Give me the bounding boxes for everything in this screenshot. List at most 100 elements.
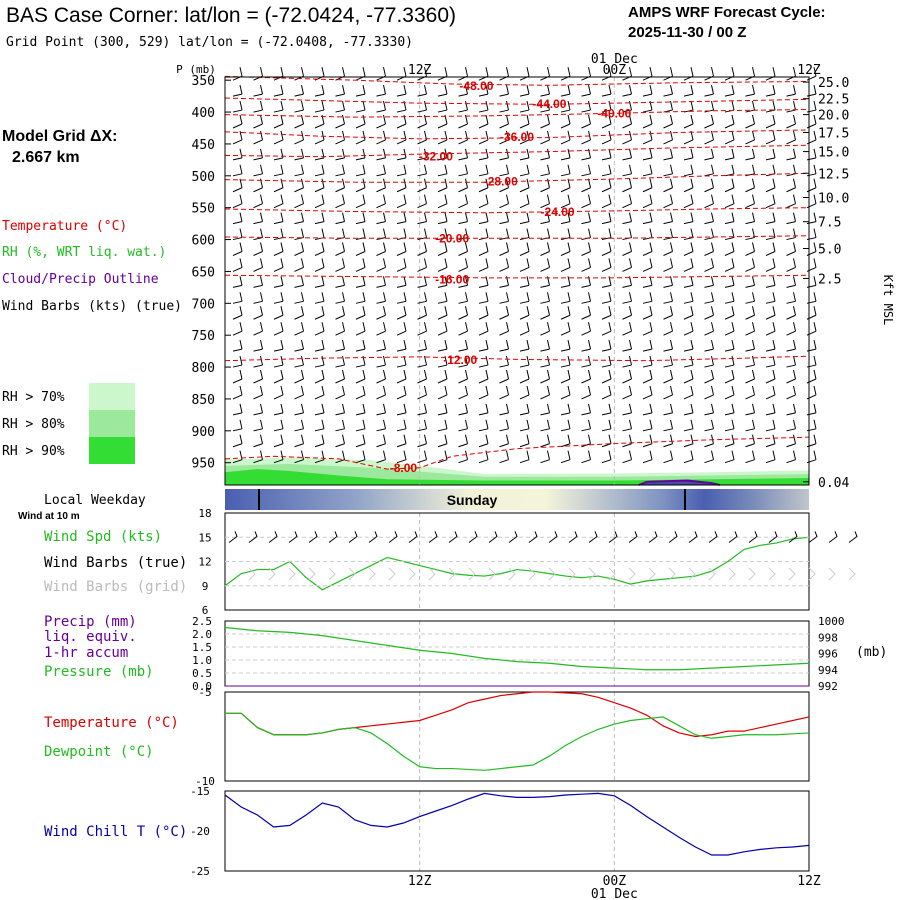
wind-barb xyxy=(540,419,550,432)
top-time-tick: 12Z xyxy=(797,63,821,78)
xsec-y-title: P (mb) xyxy=(176,63,216,76)
temp-y-tick: -10 xyxy=(195,775,215,788)
wind-barb xyxy=(355,178,366,193)
wind-barb xyxy=(704,276,714,288)
wind-barb xyxy=(499,178,509,193)
wind-barb xyxy=(437,100,448,113)
wind-barb xyxy=(560,67,571,81)
wind-barb xyxy=(540,67,550,81)
wind-barb xyxy=(642,355,653,368)
wind-barb xyxy=(519,242,530,256)
sfc-wind-barb-true xyxy=(668,531,678,543)
wind-barb xyxy=(724,403,735,416)
wind-barb xyxy=(253,114,263,129)
wind-barb xyxy=(437,67,448,81)
wind-barb xyxy=(519,292,530,304)
wind-barb xyxy=(335,276,345,288)
wind-barb xyxy=(478,148,489,161)
wind-barb xyxy=(335,242,345,256)
wind-barb xyxy=(478,258,489,272)
wind-barb xyxy=(786,178,796,193)
wind-barb xyxy=(601,340,612,352)
wind-barb xyxy=(663,194,673,209)
wind-barb xyxy=(622,419,632,432)
wind-barb xyxy=(786,228,796,241)
wind-barb xyxy=(765,194,776,209)
wind-barb xyxy=(622,385,632,400)
temp-panel-frame xyxy=(224,691,810,782)
wind-barb xyxy=(253,67,263,81)
local-weekday-label: Local Weekday xyxy=(44,493,146,508)
wind-barb xyxy=(540,306,550,320)
wind-barb xyxy=(683,369,694,384)
wind-barb xyxy=(806,340,817,352)
wind-barb xyxy=(417,419,427,432)
wind-barb xyxy=(335,403,345,416)
wind-barb xyxy=(314,276,325,288)
sfc-wind-barb-true xyxy=(828,531,838,543)
wind-barb xyxy=(376,385,386,400)
wind-barb xyxy=(437,385,448,400)
wind-barb xyxy=(499,385,509,400)
windchill-panel-frame xyxy=(224,790,810,872)
wind-barb xyxy=(786,85,796,97)
wind-barb xyxy=(478,340,489,352)
sfc-wind-barb-true xyxy=(228,531,238,543)
wind-barb xyxy=(560,114,571,129)
wind-barb xyxy=(355,100,366,113)
height-tick: 7.5 xyxy=(818,216,841,231)
wind-barb xyxy=(663,276,673,288)
wind-barb xyxy=(314,148,325,161)
wind-barb xyxy=(376,100,386,113)
wind-barb xyxy=(417,242,427,256)
wind-barb xyxy=(376,340,386,352)
sfc-wind-barb-true xyxy=(468,531,478,543)
wind-barb xyxy=(437,403,448,416)
wind-barb xyxy=(396,434,407,448)
wind-barb xyxy=(581,322,591,336)
wind-barb xyxy=(519,355,530,368)
height-tick: 22.5 xyxy=(818,93,849,108)
wind-barb xyxy=(294,148,304,161)
wind-barb xyxy=(253,258,263,272)
wind-barb xyxy=(437,292,448,304)
wind-barb xyxy=(704,434,714,448)
upper-wind-barbs xyxy=(232,67,817,464)
wind-barb xyxy=(560,292,571,304)
sfc-wind-barb-grid xyxy=(368,567,376,581)
wind-barb xyxy=(458,194,468,209)
wind-barb xyxy=(663,228,673,241)
wind-barb xyxy=(519,258,530,272)
bottom-time-tick: 12Z xyxy=(797,874,821,889)
windchill-y-tick: -25 xyxy=(190,865,210,878)
wind-barb xyxy=(396,355,407,368)
sfc-wind-barb-true xyxy=(548,531,558,543)
wind-barb xyxy=(232,292,243,304)
wind-barb xyxy=(642,292,653,304)
isotherm xyxy=(224,274,810,279)
wind-barb xyxy=(335,450,345,464)
wind-barb xyxy=(786,434,796,448)
wind-barb xyxy=(499,403,509,416)
wind-barb xyxy=(396,450,407,464)
wind-barb xyxy=(273,194,284,209)
wind-barb xyxy=(540,258,550,272)
height-tick: 0.04 xyxy=(818,476,849,491)
wind-barb xyxy=(704,114,714,129)
wind-barb xyxy=(376,369,386,384)
wind-barb xyxy=(417,450,427,464)
wind-barb xyxy=(478,194,489,209)
sfc-wind-barb-true xyxy=(728,531,738,543)
wind-barb xyxy=(335,148,345,161)
legend-cloud: Cloud/Precip Outline xyxy=(2,272,159,287)
wind-barb xyxy=(294,340,304,352)
pressure-tick: 700 xyxy=(192,297,215,312)
wind-barb xyxy=(253,242,263,256)
wind-barb xyxy=(253,369,263,384)
wind-barb xyxy=(458,100,468,113)
wind-barb xyxy=(683,164,694,177)
wind-barb xyxy=(253,385,263,400)
wind-barb xyxy=(622,403,632,416)
wind-barb xyxy=(437,258,448,272)
wind-barb xyxy=(786,306,796,320)
